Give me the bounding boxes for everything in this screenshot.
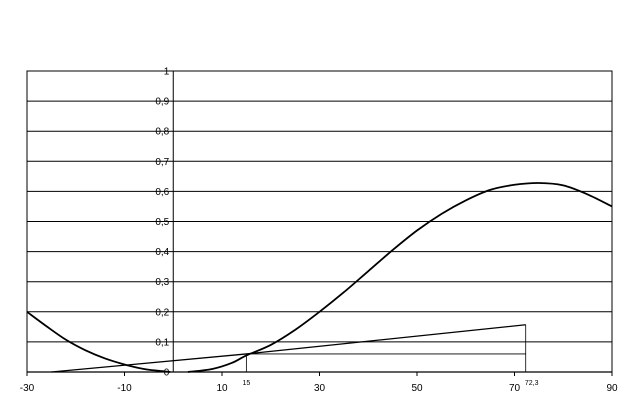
y-tick-label: 0,6	[155, 187, 169, 198]
x-tick-label: -30	[20, 383, 35, 394]
series-line-1	[26, 311, 171, 373]
x-tick-label: 70	[509, 383, 521, 394]
y-tick-label: 0,8	[155, 127, 169, 138]
x-tick-label: 90	[606, 383, 618, 394]
x-tick-label: 10	[216, 383, 228, 394]
y-tick-label: 0,7	[155, 157, 169, 168]
y-tick-label: 0	[164, 368, 170, 379]
x-tick-label: -10	[117, 383, 132, 394]
y-tick-label: 0,4	[155, 247, 169, 258]
y-tick-label: 0,1	[155, 337, 169, 348]
x-tick-label: 50	[411, 383, 423, 394]
x-tick-label: 30	[314, 383, 326, 394]
y-tick-label: 0,3	[155, 277, 169, 288]
y-tick-label: 1	[164, 67, 170, 78]
y-tick-label: 0,9	[155, 97, 169, 108]
y-tick-label: 0,2	[155, 307, 169, 318]
annotation-label: 15	[242, 380, 250, 387]
y-tick-label: 0,5	[155, 217, 169, 228]
annotation-label: 72,3	[525, 380, 539, 387]
series-line-3	[51, 324, 526, 373]
series-line-2	[187, 182, 613, 373]
